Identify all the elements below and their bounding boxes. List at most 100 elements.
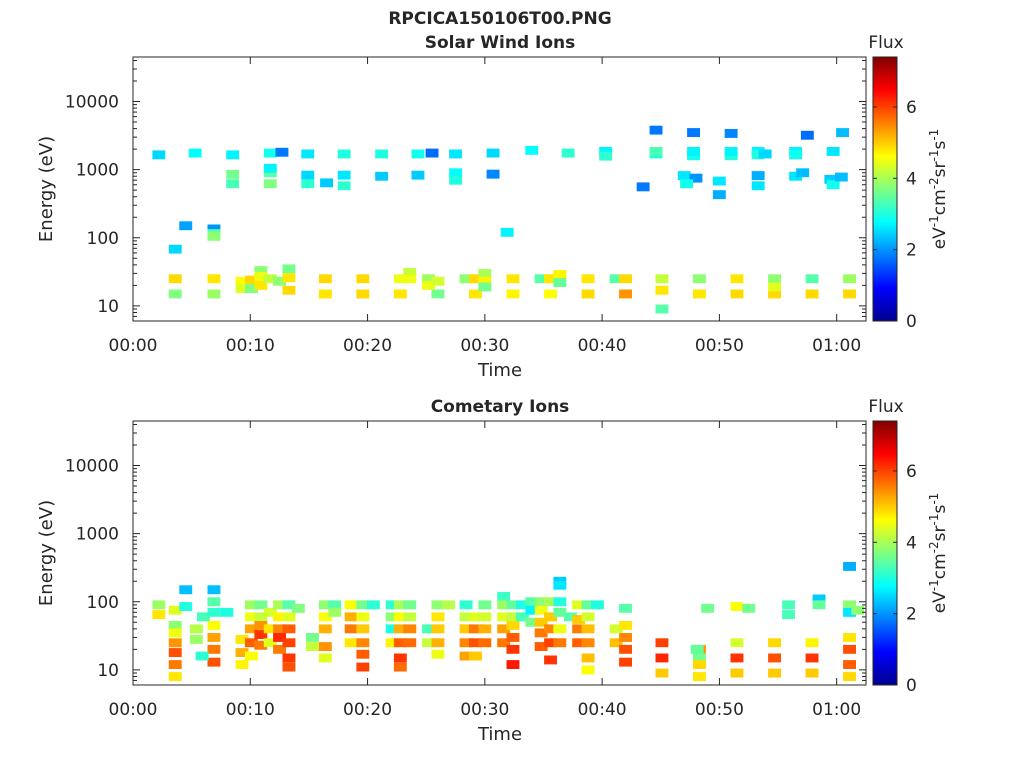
- heatmap-cell: [282, 662, 296, 672]
- y-tick-label: 10000: [65, 457, 119, 477]
- heatmap-cell: [168, 605, 182, 615]
- heatmap-cell: [152, 600, 166, 610]
- heatmap-cell: [712, 190, 726, 200]
- heatmap-cell: [306, 642, 319, 651]
- heatmap-cell: [254, 280, 268, 290]
- panel-title-cometary: Cometary Ions: [431, 397, 570, 417]
- heatmap-cell: [506, 621, 520, 630]
- heatmap-cell: [789, 150, 803, 160]
- heatmap-cell: [301, 179, 315, 189]
- heatmap-cell: [500, 227, 514, 237]
- x-tick-label: 00:30: [460, 700, 509, 720]
- heatmap-cell: [478, 276, 492, 286]
- heatmap-cell: [263, 624, 277, 634]
- heatmap-cell: [393, 638, 407, 648]
- heatmap-cell: [168, 638, 182, 648]
- heatmap-cell: [525, 605, 539, 615]
- heatmap-cell: [742, 603, 756, 613]
- heatmap-cell: [459, 600, 473, 610]
- heatmap-cell: [693, 653, 706, 663]
- x-tick-label: 00:50: [695, 700, 744, 720]
- heatmap-cell: [843, 644, 856, 654]
- colorbar-unit-label: eV-1cm-2sr-1s-1: [927, 493, 950, 614]
- heatmap-cell: [403, 268, 417, 277]
- heatmap-cell: [581, 638, 595, 648]
- heatmap-cell: [328, 607, 342, 617]
- heatmap-cell: [226, 170, 240, 179]
- heatmap-cell: [411, 170, 425, 180]
- heatmap-cell: [553, 278, 567, 287]
- heatmap-cell: [393, 274, 407, 284]
- y-axis-label-cometary: Energy (eV): [36, 500, 57, 606]
- heatmap-cell: [730, 668, 744, 678]
- heatmap-cell: [768, 653, 781, 663]
- heatmap-cell: [469, 624, 482, 634]
- heatmap-cell: [235, 660, 249, 669]
- colorbar-tick-label: 4: [906, 169, 917, 189]
- heatmap-cell: [344, 624, 358, 634]
- heatmap-cell: [152, 610, 166, 619]
- heatmap-cell: [826, 147, 840, 156]
- heatmap-cell: [478, 269, 492, 278]
- heatmap-cell: [282, 264, 296, 274]
- heatmap-cell: [751, 181, 765, 191]
- y-tick-label: 10: [97, 297, 119, 317]
- heatmap-cell: [636, 182, 650, 192]
- heatmap-cell: [207, 607, 221, 617]
- heatmap-cell: [337, 170, 351, 180]
- heatmap-cell: [581, 665, 595, 675]
- heatmap-cell: [534, 274, 548, 284]
- x-tick-label: 00:00: [109, 336, 158, 356]
- heatmap-cell: [318, 274, 332, 284]
- heatmap-cell: [235, 276, 249, 286]
- heatmap-cell: [478, 612, 492, 622]
- heatmap-cell: [599, 147, 613, 156]
- heatmap-cell: [478, 282, 492, 292]
- heatmap-cell: [581, 600, 595, 610]
- heatmap-cell: [254, 640, 268, 650]
- heatmap-cell: [263, 607, 277, 617]
- heatmap-cell: [619, 633, 632, 642]
- heatmap-cell: [282, 638, 296, 648]
- heatmap-cell: [534, 642, 548, 651]
- heatmap-cell: [282, 273, 296, 283]
- heatmap-cell: [553, 624, 567, 634]
- heatmap-cell: [375, 171, 389, 181]
- colorbar-title: Flux: [868, 33, 903, 53]
- heatmap-cell: [393, 289, 407, 299]
- heatmap-cell: [469, 612, 482, 622]
- heatmap-cell: [730, 289, 744, 299]
- heatmap-cell: [689, 173, 703, 183]
- colorbar-tick-label: 2: [906, 605, 917, 625]
- heatmap-cell: [403, 600, 417, 610]
- heatmap-cell: [328, 600, 342, 610]
- heatmap-cell: [619, 603, 632, 613]
- x-tick-label: 01:00: [812, 336, 861, 356]
- heatmap-cell: [179, 221, 193, 231]
- heatmap-cell: [564, 612, 577, 622]
- heatmap-cell: [486, 148, 500, 158]
- heatmap-cell: [207, 585, 221, 595]
- heatmap-cell: [245, 275, 258, 285]
- heatmap-cell: [515, 600, 529, 610]
- heatmap-cell: [393, 600, 407, 610]
- heatmap-cell: [469, 638, 482, 648]
- heatmap-cell: [619, 621, 632, 630]
- colorbar-tick-label: 0: [906, 312, 917, 332]
- heatmap-cell: [431, 276, 445, 286]
- axes-solar-wind: 10 100 1000 10000 00:00 00:10 00:20 00:30 00:40 0…: [65, 56, 867, 356]
- heatmap-cells-cometary: [152, 562, 865, 681]
- heatmap-cell: [367, 600, 380, 610]
- heatmap-cell: [497, 624, 511, 634]
- heatmap-cell: [525, 597, 539, 607]
- heatmap-cell: [207, 274, 221, 284]
- heatmap-cell: [561, 148, 575, 158]
- heatmap-cell: [800, 130, 814, 140]
- heatmap-cell: [478, 600, 492, 610]
- heatmap-cell: [805, 653, 819, 663]
- heatmap-cell: [609, 638, 623, 648]
- heatmap-cell: [544, 624, 557, 634]
- heatmap-cell: [768, 274, 781, 284]
- colorbar-solar-wind: Flux 0 2 4 6 eV-1cm-2sr-1s-1: [868, 33, 950, 332]
- heatmap-cell: [469, 651, 482, 661]
